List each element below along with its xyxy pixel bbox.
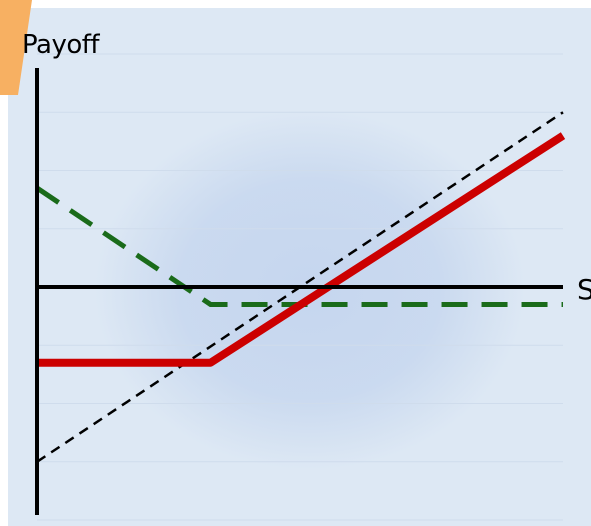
series-line-green-dashed [35,185,563,307]
gridlines [37,53,563,521]
x-axis-label: S [577,273,591,306]
y-axis-label: Payoff [22,30,100,60]
orange-corner-accent [0,0,32,95]
chart-background-glow [95,110,525,470]
series-line-red [37,132,566,367]
